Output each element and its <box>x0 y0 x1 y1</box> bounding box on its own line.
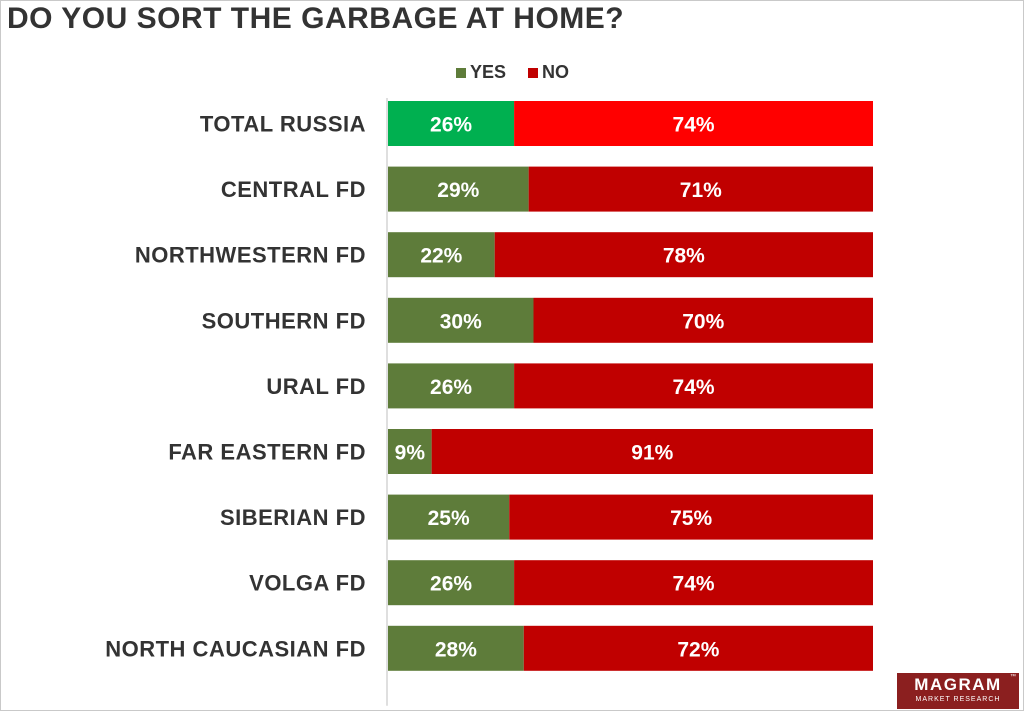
bar-segment-no <box>528 166 873 212</box>
legend-label-no: NO <box>542 62 570 82</box>
bar-segment-yes <box>388 560 515 606</box>
category-label: TOTAL RUSSIA <box>200 112 366 137</box>
data-label-no: 74% <box>673 573 715 596</box>
category-label: NORTHWESTERN FD <box>135 243 366 268</box>
bar-segment-yes <box>388 232 495 278</box>
bar-segment-no <box>533 297 873 343</box>
logo-trademark: ™ <box>1010 674 1016 680</box>
bar-segment-yes <box>388 363 515 409</box>
data-label-no: 78% <box>663 245 705 268</box>
data-label-no: 70% <box>682 310 724 333</box>
bar-segment-no <box>509 494 873 540</box>
logo-wordmark: MAGRAM <box>914 675 1002 694</box>
data-label-yes: 26% <box>430 376 472 399</box>
bar-segment-yes <box>388 429 432 474</box>
chart-title: DO YOU SORT THE GARBAGE AT HOME? <box>7 2 625 35</box>
category-label: VOLGA FD <box>249 571 366 596</box>
magram-logo: MAGRAM MARKET RESEARCH ™ <box>897 673 1019 709</box>
legend-item-yes: YES <box>456 62 506 83</box>
bar-segment-no <box>514 363 873 409</box>
bar-segment-yes <box>388 297 534 343</box>
data-label-no: 74% <box>673 376 715 399</box>
data-label-no: 71% <box>680 179 722 202</box>
bar-segment-no <box>514 101 873 146</box>
bar-segment-no <box>431 429 873 474</box>
bar-segment-yes <box>388 625 524 671</box>
data-label-yes: 26% <box>430 114 472 137</box>
legend-swatch-yes <box>456 67 466 78</box>
legend: YES NO <box>456 62 569 83</box>
data-label-no: 91% <box>631 442 673 465</box>
legend-item-no: NO <box>528 62 569 83</box>
category-label: NORTH CAUCASIAN FD <box>105 636 366 661</box>
data-label-yes: 9% <box>395 442 426 465</box>
bar-segment-yes <box>388 101 515 146</box>
data-label-yes: 28% <box>435 638 477 661</box>
data-label-yes: 29% <box>437 179 479 202</box>
legend-label-yes: YES <box>470 62 507 82</box>
data-label-yes: 25% <box>428 507 470 530</box>
bar-segment-yes <box>388 494 510 540</box>
bar-segment-no <box>494 232 873 278</box>
legend-swatch-no <box>528 67 539 78</box>
category-label: SOUTHERN FD <box>202 308 366 333</box>
data-label-no: 72% <box>677 638 719 661</box>
data-label-yes: 30% <box>440 310 482 333</box>
category-label: SIBERIAN FD <box>220 505 366 530</box>
data-label-yes: 22% <box>420 245 462 268</box>
logo-tagline: MARKET RESEARCH <box>915 696 1001 703</box>
data-label-yes: 26% <box>430 573 472 596</box>
bar-segment-no <box>523 625 873 671</box>
bar-segment-no <box>514 560 873 606</box>
bar-segment-yes <box>388 166 529 212</box>
data-label-no: 74% <box>673 114 715 137</box>
category-label: CENTRAL FD <box>221 177 366 202</box>
data-label-no: 75% <box>670 507 712 530</box>
category-label: FAR EASTERN FD <box>168 440 366 465</box>
category-label: URAL FD <box>266 374 366 399</box>
